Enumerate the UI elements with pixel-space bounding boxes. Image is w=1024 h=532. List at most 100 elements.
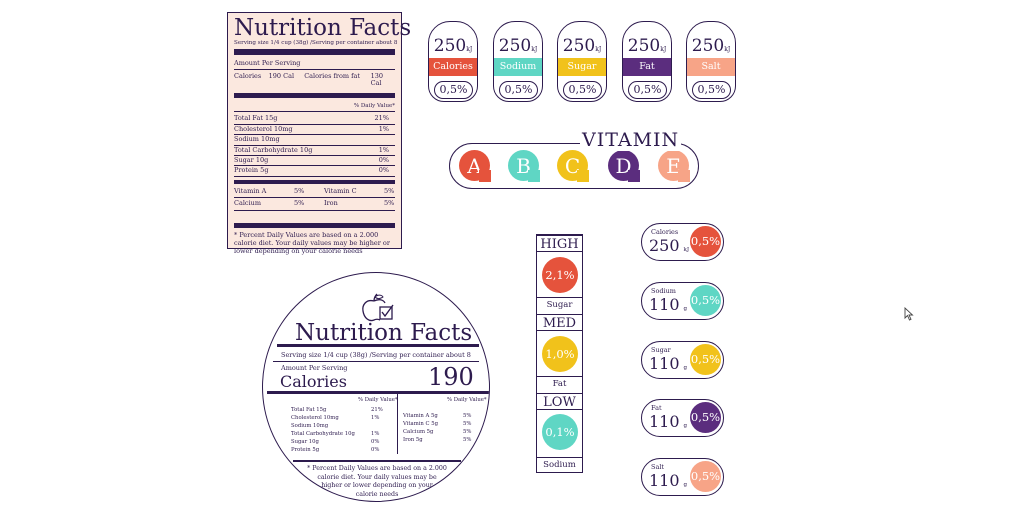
vitamin-list: Vitamin A 5% Vitamin C 5% Calcium 5% Iron 5% [234, 186, 395, 211]
vitamin-dv: 5% [463, 413, 472, 419]
pill-label: Sugar [651, 346, 671, 354]
tag-value: 250kJ [686, 36, 736, 56]
from-fat-value: 130 Cal [370, 71, 383, 88]
level-percent-badge: 1,0% [542, 336, 578, 372]
nutrient-pill: Fat 110 g 0,5% [641, 399, 724, 437]
calories-value: 190 [428, 363, 474, 391]
vitamin-dv: 5% [384, 186, 395, 195]
footnote-line: higher or lower depending on your [321, 482, 433, 489]
nutrient-name: Total Carbohydrate 10g [291, 431, 355, 437]
tag-number: 250 [691, 36, 725, 56]
round-label-title: Nutrition Facts [295, 320, 473, 346]
tag-value: 250kJ [622, 36, 672, 56]
vitamin-dv: 5% [463, 429, 472, 435]
vitamin-dv: 5% [463, 437, 472, 443]
tag-number: 250 [562, 36, 596, 56]
nutrient-pill: Calories 250 kJ 0,5% [641, 223, 724, 261]
pill-unit: kJ [683, 247, 690, 253]
divider [277, 344, 479, 347]
pill-number: 110 [649, 471, 680, 490]
nutrient-row: Cholesterol 10mg 1% [234, 124, 395, 136]
level-heading: LOW [537, 393, 582, 410]
pill-number: 110 [649, 412, 680, 431]
pill-label: Sodium [651, 287, 676, 295]
level-nutrient-name: Sugar [537, 297, 582, 312]
vitamin-dv: 5% [294, 199, 305, 208]
from-fat-label: Calories from fat [304, 71, 361, 80]
nutrition-label-rect: Nutrition Facts Serving size 1/4 cup (38… [227, 12, 411, 255]
pill-unit: g [683, 482, 688, 488]
nutrient-name: Cholesterol 10mg [234, 124, 293, 133]
level-column [536, 234, 583, 473]
divider [267, 391, 489, 394]
nutrient-pill: Sugar 110 g 0,5% [641, 341, 724, 379]
nutrient-tag: 250kJ Sodium 0,5% [493, 21, 543, 102]
nutrient-dv: 21% [371, 407, 383, 413]
pill-value: 110 g [649, 471, 687, 490]
nutrient-name: Cholesterol 10mg [291, 415, 339, 421]
calories-row: Calories 190 Cal Calories from fat 130 C… [234, 70, 395, 90]
pill-percent-badge: 0,5% [690, 461, 721, 492]
vitamin-name: Iron [324, 199, 338, 208]
vitamin-row: Calcium 5% Iron 5% [234, 198, 395, 211]
pill-percent-badge: 0,5% [690, 402, 721, 433]
nutrient-dv: 1% [371, 431, 380, 437]
nutrient-name: Sodium 10mg [291, 423, 329, 429]
footnote-line: calorie diet. Your daily values may be [317, 473, 437, 481]
nutrient-name: Sugar 10g [291, 439, 319, 445]
tag-number: 250 [498, 36, 532, 56]
vitamin-c-badge: C [557, 150, 589, 182]
tag-unit: kJ [724, 46, 731, 53]
tag-percent: 0,5% [692, 81, 731, 99]
nutrient-name: Protein 5g [234, 166, 269, 175]
nutrient-row: Total Carbohydrate 10g 1% [234, 146, 395, 157]
vitamin-name: Vitamin A [234, 186, 267, 195]
footnote: * Percent Daily Values are based on a 2.… [234, 230, 390, 256]
nutrient-dv: 21% [374, 114, 389, 123]
pill-value: 110 g [649, 295, 687, 314]
vitamin-panel [449, 143, 699, 189]
vitamin-row: Vitamin A 5% Vitamin C 5% [234, 186, 395, 199]
divider [293, 460, 461, 462]
vitamin-a-badge: A [459, 150, 491, 182]
vitamin-name: Vitamin C 5g [403, 421, 439, 427]
column-divider [397, 394, 398, 454]
daily-value-header: % Daily Value* [358, 397, 398, 403]
level-nutrient-name: Sodium [537, 457, 582, 472]
vitamin-dv: 5% [384, 199, 395, 208]
level-nutrient-name: Fat [537, 376, 582, 391]
nutrient-row: Sodium 10mg [234, 135, 395, 146]
vitamin-name: Vitamin A 5g [403, 413, 438, 419]
nutrition-label-round: Nutrition Facts Serving size 1/4 cup (38… [262, 272, 490, 502]
tag-percent: 0,5% [434, 81, 473, 99]
pill-unit: g [683, 423, 688, 429]
nutrient-tag: 250kJ Salt 0,5% [686, 21, 736, 102]
footnote-line: * Percent Daily Values are based on a 2.… [307, 465, 447, 472]
serving-info: Serving size 1/4 cup (38g) /Serving per … [281, 351, 471, 359]
pill-value: 110 g [649, 412, 687, 431]
tag-label: Salt [687, 58, 735, 76]
nutrient-dv: 0% [378, 156, 389, 165]
nutrient-dv: 1% [371, 415, 380, 421]
divider [273, 361, 479, 362]
nutrient-tag: 250kJ Fat 0,5% [622, 21, 672, 102]
tag-value: 250kJ [557, 36, 607, 56]
pill-label: Fat [651, 404, 662, 412]
nutrient-name: Protein 5g [291, 447, 320, 453]
divider [234, 49, 395, 56]
pill-number: 250 [649, 236, 680, 255]
apple-check-icon [362, 293, 394, 322]
pill-unit: g [683, 365, 688, 371]
tag-unit: kJ [531, 46, 538, 53]
vitamin-name: Iron 5g [403, 437, 423, 443]
vitamin-e-badge: E [658, 150, 690, 182]
pill-value: 250 kJ [649, 236, 689, 255]
tag-percent: 0,5% [628, 81, 667, 99]
tag-number: 250 [627, 36, 661, 56]
amount-heading: Amount Per Serving [281, 364, 348, 372]
nutrient-name: Sodium 10mg [234, 135, 280, 144]
vitamin-b-badge: B [508, 150, 540, 182]
tag-value: 250kJ [428, 36, 478, 56]
vitamin-d-badge: D [608, 150, 640, 182]
divider [234, 179, 395, 184]
